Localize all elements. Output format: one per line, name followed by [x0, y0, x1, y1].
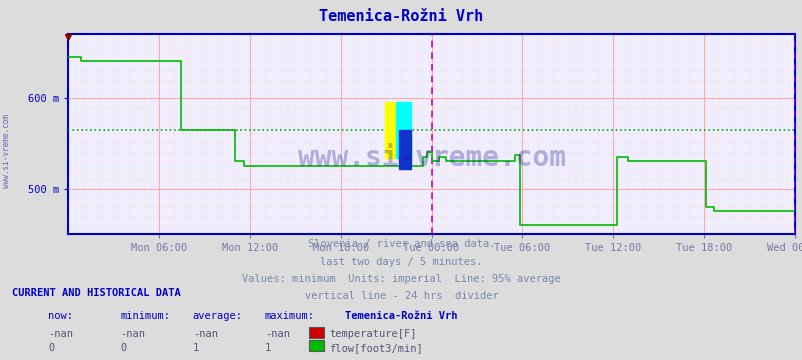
Text: vertical line - 24 hrs  divider: vertical line - 24 hrs divider	[304, 291, 498, 301]
Bar	[385, 102, 403, 158]
Text: 1: 1	[192, 343, 199, 353]
Text: -nan: -nan	[265, 329, 290, 339]
Text: 0: 0	[48, 343, 55, 353]
Text: flow[foot3/min]: flow[foot3/min]	[329, 343, 423, 353]
Text: -nan: -nan	[120, 329, 145, 339]
Bar	[399, 130, 411, 169]
Text: Slovenia / river and sea data.: Slovenia / river and sea data.	[307, 239, 495, 249]
Bar	[395, 102, 411, 158]
Text: Values: minimum  Units: imperial  Line: 95% average: Values: minimum Units: imperial Line: 95…	[242, 274, 560, 284]
Text: CURRENT AND HISTORICAL DATA: CURRENT AND HISTORICAL DATA	[12, 288, 180, 298]
Text: 1: 1	[265, 343, 271, 353]
Text: last two days / 5 minutes.: last two days / 5 minutes.	[320, 257, 482, 267]
Text: temperature[F]: temperature[F]	[329, 329, 416, 339]
Text: maximum:: maximum:	[265, 311, 314, 321]
Text: Temenica-Rožni Vrh: Temenica-Rožni Vrh	[319, 9, 483, 24]
Text: -nan: -nan	[48, 329, 73, 339]
Text: www.si-vreme.com: www.si-vreme.com	[298, 144, 565, 172]
Text: now:: now:	[48, 311, 73, 321]
Text: average:: average:	[192, 311, 242, 321]
Text: 0: 0	[120, 343, 127, 353]
Text: -nan: -nan	[192, 329, 217, 339]
Text: Temenica-Rožni Vrh: Temenica-Rožni Vrh	[345, 311, 457, 321]
Text: www.si-vreme.com: www.si-vreme.com	[2, 114, 11, 188]
Text: minimum:: minimum:	[120, 311, 170, 321]
